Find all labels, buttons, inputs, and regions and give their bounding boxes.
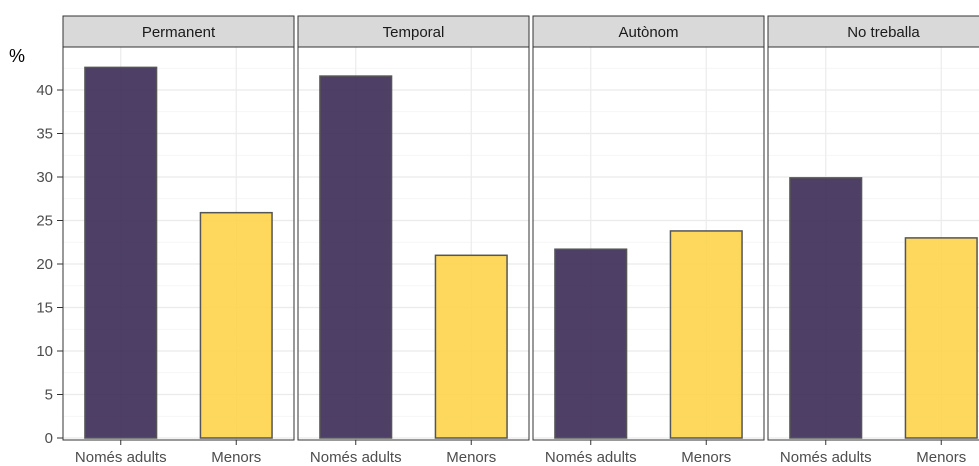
y-tick-label: 15 bbox=[36, 300, 53, 317]
x-tick-label: Menors bbox=[211, 449, 261, 466]
panel: No treballa Només adults Menors bbox=[767, 15, 979, 466]
y-tick-label: 20 bbox=[36, 256, 53, 273]
panel-border bbox=[297, 46, 530, 441]
panel-strip bbox=[62, 15, 295, 48]
x-tick-label: Només adults bbox=[545, 449, 637, 466]
y-axis: 0 5 10 15 20 25 30 35 40 bbox=[36, 82, 63, 447]
x-tick-label: Només adults bbox=[310, 449, 402, 466]
x-tick-label: Menors bbox=[916, 449, 966, 466]
bar bbox=[434, 254, 508, 439]
panels: Permanent Només adults Menors Temporal Només… bbox=[62, 15, 979, 466]
bar bbox=[199, 211, 273, 439]
bar bbox=[789, 177, 863, 439]
panel-strip bbox=[297, 15, 530, 48]
panel: Temporal Només adults Menors bbox=[297, 15, 530, 466]
bar bbox=[669, 230, 743, 439]
panel-border bbox=[62, 46, 295, 441]
panel-strip-label: Permanent bbox=[142, 24, 216, 41]
y-tick-label: 35 bbox=[36, 126, 53, 143]
y-tick-label: 5 bbox=[45, 387, 53, 404]
panel-border bbox=[532, 46, 765, 441]
bar bbox=[554, 248, 628, 439]
bar bbox=[904, 237, 978, 439]
x-tick-label: Menors bbox=[681, 449, 731, 466]
panel-strip bbox=[767, 15, 979, 48]
panel: Autònom Només adults Menors bbox=[532, 15, 765, 466]
panel-strip-label: Temporal bbox=[383, 24, 445, 41]
panel-strip-label: No treballa bbox=[847, 24, 920, 41]
bar bbox=[84, 66, 158, 439]
x-tick-label: Només adults bbox=[780, 449, 872, 466]
x-tick-label: Menors bbox=[446, 449, 496, 466]
x-tick-label: Només adults bbox=[75, 449, 167, 466]
y-tick-label: 25 bbox=[36, 213, 53, 230]
y-tick-label: 40 bbox=[36, 82, 53, 99]
panel-border bbox=[767, 46, 979, 441]
panel: Permanent Només adults Menors bbox=[62, 15, 295, 466]
y-axis-title: % bbox=[9, 46, 25, 66]
bar bbox=[319, 75, 393, 439]
y-tick-label: 10 bbox=[36, 343, 53, 360]
y-tick-label: 0 bbox=[45, 430, 53, 447]
panel-strip-label: Autònom bbox=[618, 24, 678, 41]
y-tick-label: 30 bbox=[36, 169, 53, 186]
